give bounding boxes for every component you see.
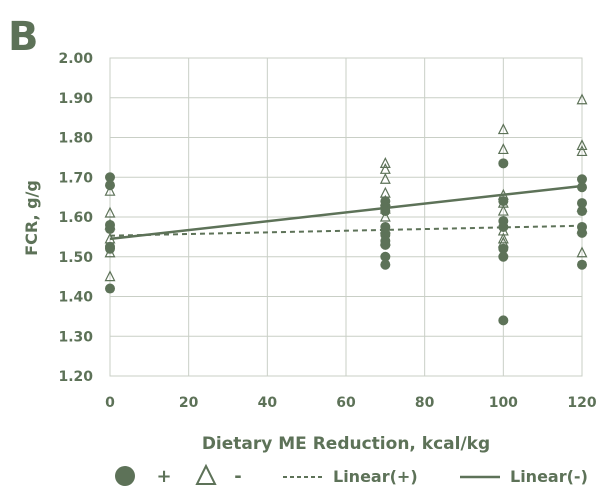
data-point-circle <box>105 172 115 183</box>
data-point-triangle <box>379 210 391 222</box>
y-tick-label: 1.20 <box>58 369 93 385</box>
x-tick-label: 0 <box>105 395 115 411</box>
fit-line-linear-minus <box>109 184 583 241</box>
x-tick-label: 20 <box>179 395 199 411</box>
y-tick-label: 1.50 <box>58 250 93 266</box>
data-point-triangle <box>497 236 509 248</box>
data-point-triangle <box>576 139 588 151</box>
x-axis-label: Dietary ME Reduction, kcal/kg <box>202 434 490 454</box>
data-point-triangle <box>497 143 509 155</box>
data-point-triangle <box>379 156 391 168</box>
data-point-circle <box>577 174 587 185</box>
data-point-triangle <box>104 232 116 244</box>
y-tick-label: 2.00 <box>58 51 93 67</box>
legend-triangle-marker <box>195 463 217 485</box>
legend-label-minus: - <box>234 466 241 487</box>
data-point-triangle <box>497 232 509 244</box>
data-point-triangle <box>576 200 588 212</box>
x-tick-label: 60 <box>336 395 356 411</box>
data-point-triangle <box>104 246 116 258</box>
legend-label-linear-plus: Linear(+) <box>333 467 418 486</box>
data-point-triangle <box>104 218 116 230</box>
y-tick-label: 1.90 <box>58 91 93 107</box>
data-point-circle <box>380 259 391 270</box>
data-point-triangle <box>104 184 116 196</box>
data-point-triangle <box>576 246 588 258</box>
x-tick-label: 40 <box>258 395 278 411</box>
data-point-triangle <box>379 222 391 234</box>
gridlines <box>109 57 583 377</box>
data-point-circle <box>380 251 391 262</box>
data-point-circle <box>577 259 587 270</box>
y-tick-label: 1.40 <box>58 290 93 306</box>
fit-line-linear-plus <box>109 224 583 237</box>
data-point-circle <box>577 182 587 193</box>
y-tick-label: 1.70 <box>58 170 93 186</box>
data-point-triangle <box>497 123 509 135</box>
panel-label: B <box>8 14 39 60</box>
data-point-circle <box>498 251 509 262</box>
legend-label-linear-minus: Linear(-) <box>510 467 588 486</box>
fit-lines <box>109 184 583 241</box>
x-tick-label: 120 <box>567 395 596 411</box>
data-point-triangle <box>104 206 116 218</box>
data-point-circle <box>498 315 509 326</box>
legend-circle-marker <box>115 466 135 486</box>
data-point-triangle <box>497 204 509 216</box>
data-point-triangle <box>379 234 391 246</box>
x-tick-label: 100 <box>489 395 518 411</box>
y-tick-label: 1.60 <box>58 210 93 226</box>
data-point-triangle <box>576 93 588 105</box>
data-point-triangle <box>576 222 588 234</box>
y-tick-label: 1.80 <box>58 131 93 147</box>
legend-label-plus: + <box>156 466 171 487</box>
y-tick-label: 1.30 <box>58 329 93 345</box>
x-tick-label: 80 <box>415 395 435 411</box>
data-point-circle <box>498 158 509 169</box>
data-point-triangle <box>576 145 588 157</box>
y-tick-labels: 1.20 1.30 1.40 1.50 1.60 1.70 1.80 1.90 2.00 <box>58 51 93 385</box>
data-point-circle <box>105 283 115 294</box>
legend: + - Linear(+) Linear(-) <box>115 463 588 487</box>
data-point-triangle <box>104 270 116 282</box>
data-points <box>104 93 588 326</box>
x-tick-labels: 0 20 40 60 80 100 120 <box>105 395 597 411</box>
y-axis-label: FCR, g/g <box>22 180 41 256</box>
data-point-triangle <box>379 172 391 184</box>
